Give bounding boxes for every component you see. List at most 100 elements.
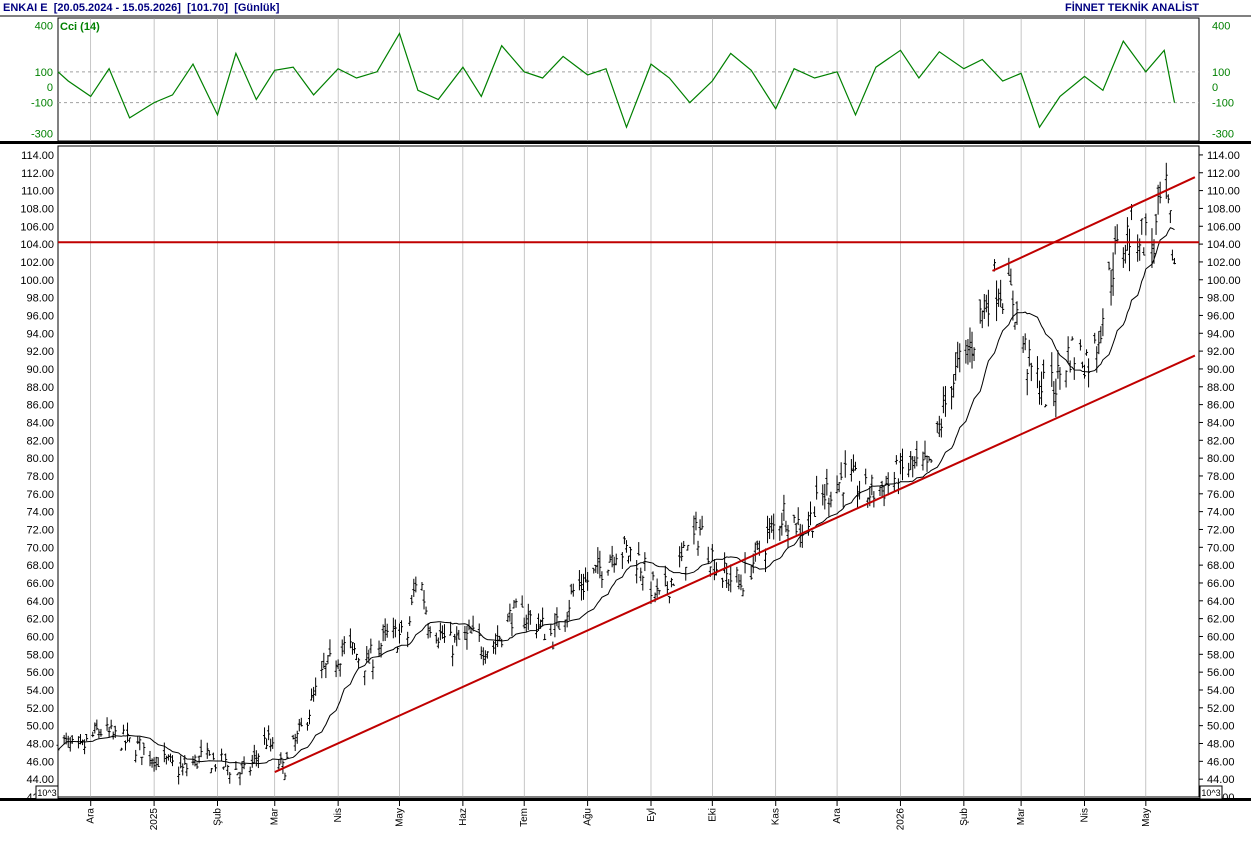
price-y-tick-label-left: 68.00	[26, 560, 54, 572]
price-y-tick-label-right: 92.00	[1207, 346, 1235, 358]
price-y-tick-label-right: 76.00	[1207, 489, 1235, 501]
price-y-tick-label-right: 108.00	[1207, 203, 1241, 215]
price-y-tick-label-left: 94.00	[26, 328, 54, 340]
x-month-label: Mar	[270, 807, 281, 825]
ohlc-bars	[56, 162, 1176, 786]
cci-y-tick-label-left: -100	[31, 98, 53, 110]
price-y-tick-label-right: 50.00	[1207, 721, 1235, 733]
period-label: [20.05.2024 - 15.05.2026]	[53, 2, 181, 14]
cci-y-tick-label-right: -100	[1212, 98, 1234, 110]
price-y-tick-label-right: 70.00	[1207, 542, 1235, 554]
price-y-tick-label-left: 86.00	[26, 400, 54, 412]
price-y-tick-label-left: 50.00	[26, 721, 54, 733]
cci-indicator-label: Cci (14)	[60, 21, 100, 33]
price-y-tick-label-right: 94.00	[1207, 328, 1235, 340]
price-y-tick-label-left: 52.00	[26, 703, 54, 715]
interval-label: [Günlük]	[234, 2, 280, 14]
x-month-label: Eki	[707, 808, 718, 822]
scale-box-right-label: 10^3	[1201, 788, 1220, 798]
price-y-tick-label-right: 72.00	[1207, 524, 1235, 536]
cci-y-tick-label-left: 100	[35, 67, 53, 79]
x-month-label: Mar	[1016, 807, 1027, 825]
price-y-tick-label-right: 82.00	[1207, 435, 1235, 447]
x-month-label: Eyl	[646, 808, 657, 822]
price-y-tick-label-left: 110.00	[21, 186, 54, 198]
price-y-tick-label-left: 64.00	[26, 596, 54, 608]
price-y-tick-label-left: 96.00	[26, 310, 54, 322]
x-month-label: Ara	[832, 808, 843, 824]
moving-average-line	[57, 227, 1175, 765]
price-y-tick-label-left: 82.00	[26, 435, 54, 447]
price-y-tick-label-left: 72.00	[26, 524, 54, 536]
price-y-tick-label-left: 76.00	[26, 489, 54, 501]
source-label: FİNNET TEKNİK ANALİST	[1064, 2, 1199, 14]
x-month-label: 2025	[149, 808, 160, 831]
cci-y-tick-label-right: 0	[1212, 82, 1218, 94]
price-y-tick-label-right: 84.00	[1207, 417, 1235, 429]
price-y-tick-label-left: 46.00	[26, 756, 54, 768]
x-month-label: Haz	[458, 808, 469, 826]
price-y-tick-label-left: 80.00	[26, 453, 54, 465]
price-y-tick-label-right: 52.00	[1207, 703, 1235, 715]
cci-y-tick-label-left: 0	[47, 82, 53, 94]
cci-series-line	[57, 31, 1176, 129]
price-y-tick-label-left: 92.00	[26, 346, 54, 358]
price-y-tick-label-right: 100.00	[1207, 275, 1241, 287]
price-y-tick-label-left: 102.00	[20, 257, 54, 269]
x-month-label: May	[394, 808, 405, 827]
price-y-tick-label-right: 106.00	[1207, 221, 1241, 233]
price-y-tick-label-left: 44.00	[26, 774, 54, 786]
price-y-tick-label-left: 88.00	[26, 382, 54, 394]
price-y-tick-label-right: 48.00	[1207, 738, 1235, 750]
x-month-label: Şub	[212, 808, 223, 826]
price-y-tick-label-left: 66.00	[26, 578, 54, 590]
price-y-tick-label-right: 78.00	[1207, 471, 1235, 483]
price-y-tick-label-left: 54.00	[26, 685, 54, 697]
price-y-tick-label-right: 60.00	[1207, 631, 1235, 643]
price-y-tick-label-right: 74.00	[1207, 507, 1235, 519]
price-y-tick-label-right: 68.00	[1207, 560, 1235, 572]
price-y-tick-label-left: 78.00	[26, 471, 54, 483]
price-y-tick-label-left: 106.00	[20, 221, 54, 233]
symbol-label: ENKAI E	[3, 2, 48, 14]
x-month-label: Kas	[771, 808, 782, 825]
price-y-tick-label-left: 104.00	[20, 239, 54, 251]
price-y-tick-label-right: 66.00	[1207, 578, 1235, 590]
price-y-tick-label-left: 100.00	[20, 275, 54, 287]
scale-box-right	[1199, 785, 1223, 800]
price-y-tick-label-left: 48.00	[26, 738, 54, 750]
cci-y-tick-label-left: -300	[31, 128, 53, 140]
x-month-label: Nis	[333, 808, 344, 822]
price-y-tick-label-right: 114.00	[1207, 150, 1240, 162]
support-trend-line	[274, 354, 1196, 773]
price-y-tick-label-right: 64.00	[1207, 596, 1235, 608]
price-y-tick-label-right: 54.00	[1207, 685, 1235, 697]
price-y-tick-label-right: 102.00	[1207, 257, 1241, 269]
price-y-tick-label-left: 112.00	[21, 168, 54, 180]
price-y-tick-label-right: 56.00	[1207, 667, 1235, 679]
x-month-label: Ağu	[583, 808, 594, 826]
price-y-tick-label-right: 90.00	[1207, 364, 1235, 376]
price-y-tick-label-right: 104.00	[1207, 239, 1241, 251]
cci-y-tick-label-right: 400	[1212, 21, 1230, 33]
x-month-label: Şub	[959, 808, 970, 826]
price-y-tick-label-right: 86.00	[1207, 400, 1235, 412]
cci-y-tick-label-right: 100	[1212, 67, 1230, 79]
x-month-label: 2026	[895, 808, 906, 831]
scale-box-left-label: 10^3	[37, 788, 56, 798]
cci-y-tick-label-left: 400	[35, 21, 53, 33]
x-month-label: Nis	[1079, 808, 1090, 822]
price-y-tick-label-left: 90.00	[26, 364, 54, 376]
price-y-tick-label-left: 84.00	[26, 417, 54, 429]
price-y-tick-label-right: 58.00	[1207, 649, 1235, 661]
price-y-tick-label-left: 74.00	[26, 507, 54, 519]
price-y-tick-label-left: 114.00	[21, 150, 54, 162]
chart-header: ENKAI E [20.05.2024 - 15.05.2026] [101.7…	[3, 2, 279, 14]
price-y-tick-label-right: 44.00	[1207, 774, 1235, 786]
price-y-tick-label-left: 56.00	[26, 667, 54, 679]
x-month-label: Tem	[519, 808, 530, 827]
price-y-tick-label-right: 62.00	[1207, 614, 1235, 626]
price-y-tick-label-left: 62.00	[26, 614, 54, 626]
channel-upper-trend-line	[992, 176, 1196, 272]
